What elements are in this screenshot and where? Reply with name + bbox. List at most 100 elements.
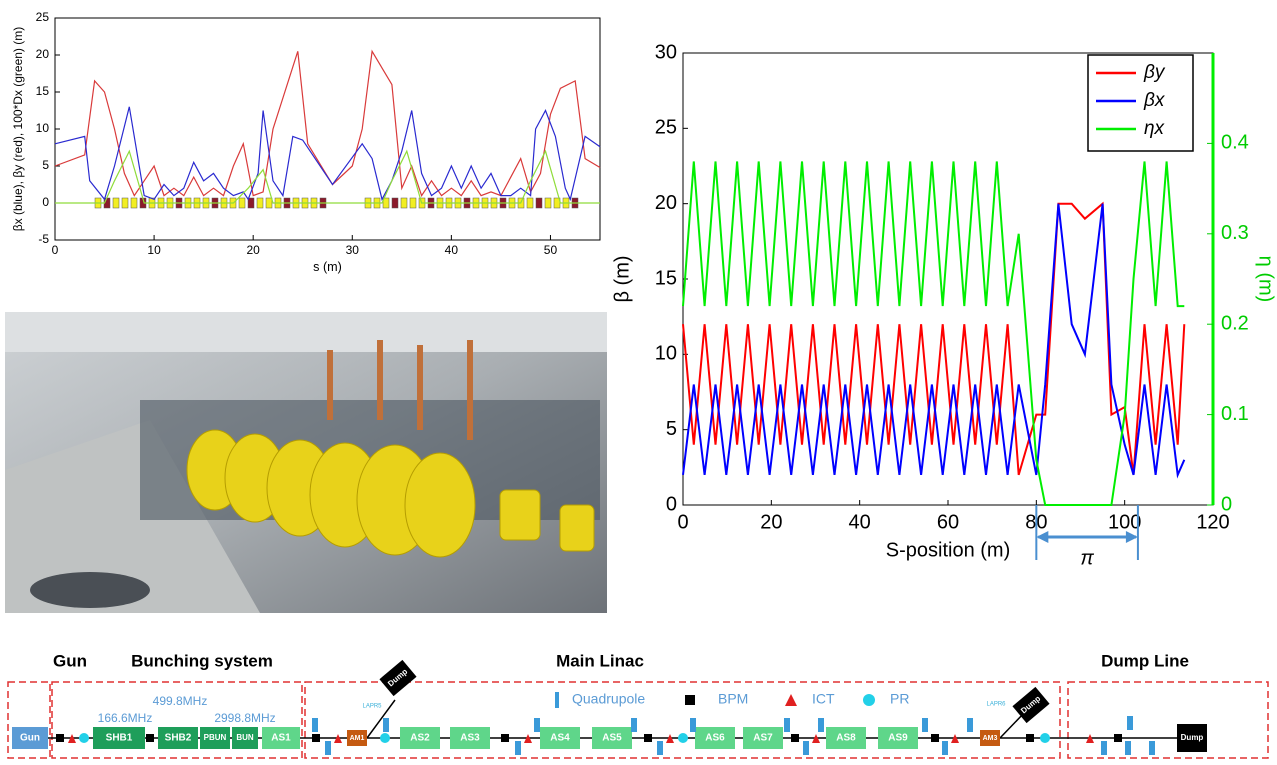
- quad-symbol: [312, 718, 318, 732]
- magnet-icon: [130, 197, 138, 209]
- quad-symbol: [534, 718, 540, 732]
- y-tick-label: 15: [36, 84, 50, 98]
- chart: 0 20 40 60 80 100 12005101520253000.10.20.30.4…: [611, 41, 1276, 569]
- y-tick-label: 5: [42, 158, 49, 172]
- x-tick-label: 20: [760, 511, 782, 533]
- magnet-icon: [238, 197, 246, 209]
- beamline-symbols: [56, 716, 1155, 755]
- component-label: AS4: [550, 733, 570, 744]
- x-tick-label: 60: [937, 511, 959, 533]
- component-label: BUN: [236, 733, 254, 742]
- components: Gun SHB1 SHB2 PBUN BUN AS1 AM1 AS2 AS3 A…: [12, 659, 1207, 752]
- y2-tick-label: 0.1: [1221, 403, 1249, 425]
- quad-symbol: [922, 718, 928, 732]
- bpm-symbol: [1026, 734, 1034, 742]
- magnet-icon: [544, 197, 552, 209]
- y2-tick-label: 0.3: [1221, 222, 1249, 244]
- quad-symbol: [942, 741, 948, 755]
- x-tick-label: 0: [677, 511, 688, 533]
- monitor-label: LAPR5: [362, 704, 382, 710]
- branch: [999, 711, 1026, 739]
- quad-symbol: [803, 741, 809, 755]
- ict-symbol: [666, 734, 674, 743]
- legend-label: βx: [1143, 90, 1166, 111]
- magnet-icon: [256, 197, 264, 209]
- legend-label: PR: [890, 691, 909, 707]
- section-boxes: [7, 681, 1269, 759]
- component-label: PBUN: [204, 733, 227, 742]
- pr-symbol: [79, 733, 89, 743]
- legend-label: ηx: [1144, 118, 1166, 139]
- y-tick-label: 30: [655, 41, 677, 63]
- quad-symbol: [1101, 741, 1107, 755]
- component-label: Gun: [20, 733, 40, 744]
- y2-tick-label: 0.4: [1221, 132, 1249, 154]
- component-label: AS2: [410, 733, 430, 744]
- magnet-icon: [265, 197, 273, 209]
- y-tick-label: 25: [36, 10, 50, 24]
- section-title: Bunching system: [131, 651, 273, 670]
- y-tick-label: 5: [666, 418, 677, 440]
- component-label: SHB2: [165, 733, 192, 744]
- bpm-symbol: [56, 734, 64, 742]
- y-tick-label: 0: [666, 493, 677, 515]
- quad-symbol: [1127, 716, 1133, 730]
- y-tick-label: 20: [655, 192, 677, 214]
- x-tick-label: 100: [1108, 511, 1141, 533]
- component-label: AS8: [836, 733, 856, 744]
- component-label: SHB1: [106, 733, 133, 744]
- y-tick-label: 20: [36, 47, 50, 61]
- ict-symbol: [812, 734, 820, 743]
- ict-symbol: [68, 734, 76, 743]
- bpm-symbol: [501, 734, 509, 742]
- magnet-icon: [121, 197, 129, 209]
- component-label: AM3: [983, 735, 998, 742]
- magnet-icon: [526, 197, 534, 209]
- frequency: 2998.8MHz: [214, 711, 275, 725]
- series-line: [54, 106, 601, 202]
- x-tick-label: 50: [544, 243, 558, 257]
- photo: [5, 312, 607, 613]
- y2-tick-label: 0.2: [1221, 312, 1249, 334]
- series-line: [682, 203, 1186, 479]
- ict-symbol: [951, 734, 959, 743]
- legend-label: βy: [1143, 62, 1166, 83]
- component-label: Dump: [1181, 733, 1204, 742]
- y-axis-label: β (m): [611, 255, 633, 302]
- component-label: AS5: [602, 733, 622, 744]
- series-line: [682, 161, 1185, 506]
- magnet-icon: [247, 197, 255, 209]
- y-axis-label: βx (blue), βy (red), 100*Dx (green) (m): [11, 27, 25, 232]
- pr-symbol: [678, 733, 688, 743]
- quad-symbol: [631, 718, 637, 732]
- y2-tick-label: 0: [1221, 493, 1232, 515]
- magnet-icon: [112, 197, 120, 209]
- quad-symbol: [690, 718, 696, 732]
- component-label: AS1: [271, 733, 291, 744]
- component-label: AS9: [888, 733, 908, 744]
- bpm-symbol: [312, 734, 320, 742]
- component-label: AM1: [350, 735, 365, 742]
- quad-symbol: [383, 718, 389, 732]
- y-tick-label: 15: [655, 267, 677, 289]
- x-tick-label: 120: [1196, 511, 1229, 533]
- quad-symbol: [325, 741, 331, 755]
- quad-symbol: [657, 741, 663, 755]
- pr-symbol: [1040, 733, 1050, 743]
- series-line: [55, 149, 600, 204]
- frequency: 166.6MHz: [98, 711, 153, 725]
- y-tick-label: 10: [655, 343, 677, 365]
- diagram: Gun Bunching system Main Linac Dump Line…: [7, 651, 1269, 759]
- x-axis-label: S-position (m): [886, 539, 1010, 561]
- component-label: AS3: [460, 733, 480, 744]
- x-tick-label: 40: [849, 511, 871, 533]
- section-title: Main Linac: [556, 651, 644, 670]
- section-title: Gun: [53, 651, 87, 670]
- y-tick-label: 0: [42, 195, 49, 209]
- bpm-symbol: [791, 734, 799, 742]
- quad-symbol: [1149, 741, 1155, 755]
- arrow-head: [1125, 531, 1138, 543]
- quad-symbol: [818, 718, 824, 732]
- monitor-label: LAPR6: [986, 702, 1006, 708]
